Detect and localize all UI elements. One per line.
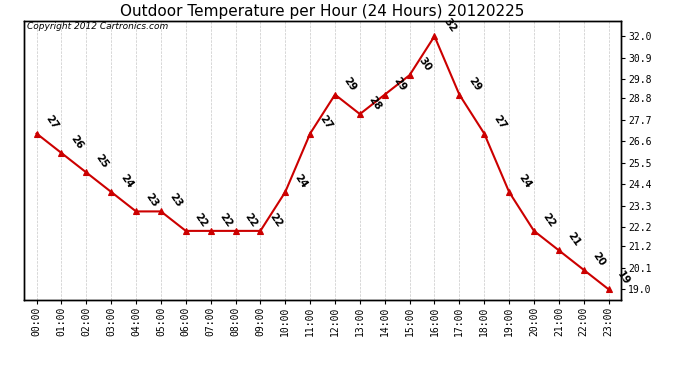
Text: 29: 29 — [466, 75, 483, 93]
Text: 23: 23 — [168, 192, 184, 209]
Text: 27: 27 — [43, 114, 60, 131]
Text: 24: 24 — [293, 172, 309, 190]
Text: 22: 22 — [267, 211, 284, 229]
Text: 26: 26 — [68, 133, 85, 151]
Text: 22: 22 — [541, 211, 558, 229]
Title: Outdoor Temperature per Hour (24 Hours) 20120225: Outdoor Temperature per Hour (24 Hours) … — [120, 4, 525, 20]
Text: 27: 27 — [317, 114, 334, 131]
Text: 19: 19 — [615, 270, 632, 287]
Text: 22: 22 — [217, 211, 234, 229]
Text: 25: 25 — [93, 153, 110, 170]
Text: 20: 20 — [591, 250, 607, 268]
Text: 22: 22 — [242, 211, 259, 229]
Text: 21: 21 — [566, 231, 582, 248]
Text: 29: 29 — [392, 75, 408, 93]
Text: 29: 29 — [342, 75, 358, 93]
Text: 32: 32 — [442, 16, 458, 34]
Text: 30: 30 — [417, 56, 433, 73]
Text: 27: 27 — [491, 114, 508, 131]
Text: Copyright 2012 Cartronics.com: Copyright 2012 Cartronics.com — [27, 22, 168, 31]
Text: 22: 22 — [193, 211, 209, 229]
Text: 24: 24 — [118, 172, 135, 190]
Text: 28: 28 — [367, 94, 384, 112]
Text: 24: 24 — [516, 172, 533, 190]
Text: 23: 23 — [143, 192, 159, 209]
